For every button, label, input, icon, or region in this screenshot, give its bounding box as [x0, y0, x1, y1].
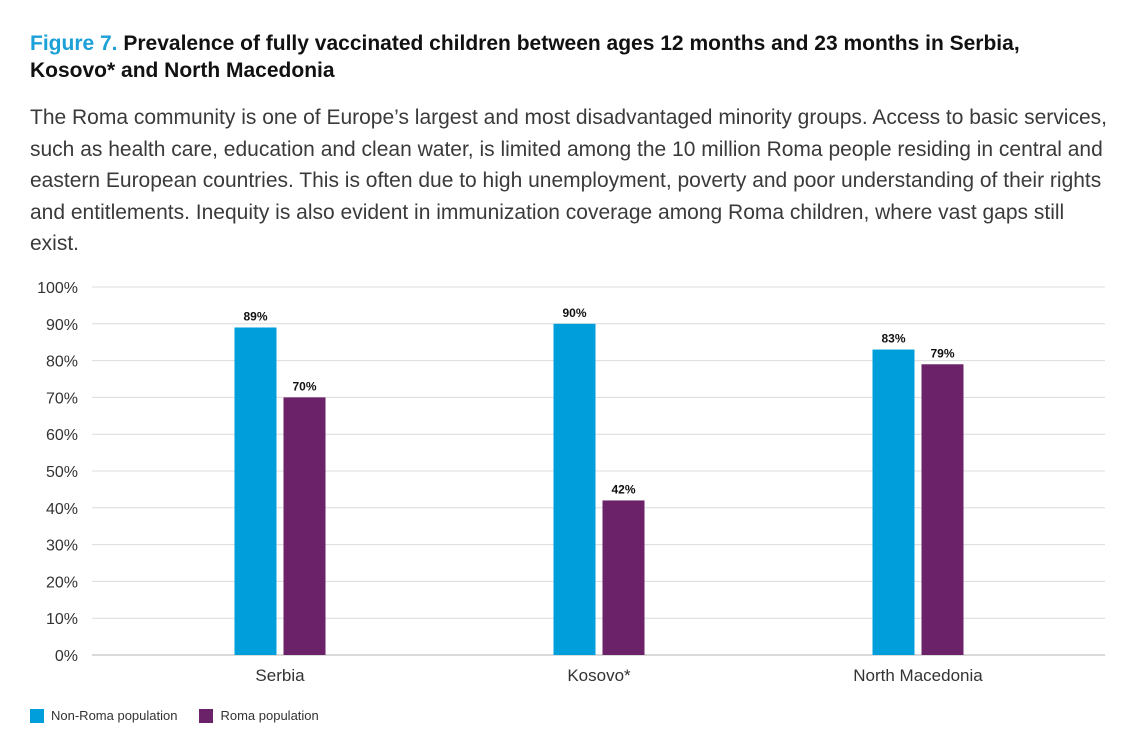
x-tick-label: Serbia — [255, 666, 305, 685]
y-tick-label: 80% — [46, 354, 78, 371]
x-tick-label: Kosovo* — [567, 666, 631, 685]
legend-item-roma: Roma population — [199, 708, 319, 723]
y-tick-label: 20% — [46, 574, 78, 591]
data-label: 79% — [930, 346, 954, 360]
figure-label: Figure 7. — [30, 32, 118, 55]
y-tick-label: 30% — [46, 538, 78, 555]
y-tick-label: 10% — [46, 611, 78, 628]
bar — [553, 323, 596, 655]
y-tick-label: 70% — [46, 390, 78, 407]
legend-swatch-non-roma — [30, 708, 44, 723]
data-label: 83% — [881, 332, 905, 346]
data-label: 42% — [611, 482, 635, 496]
bar — [921, 364, 964, 655]
data-label: 89% — [243, 309, 267, 323]
legend-item-non-roma: Non-Roma population — [30, 708, 177, 723]
bar — [234, 327, 277, 655]
y-tick-label: 50% — [46, 464, 78, 481]
data-label: 90% — [562, 306, 586, 320]
bar — [872, 349, 915, 655]
figure-title: Figure 7. Prevalence of fully vaccinated… — [30, 30, 1110, 84]
legend-label-roma: Roma population — [220, 708, 319, 723]
legend-label-non-roma: Non-Roma population — [51, 708, 178, 723]
figure-title-text: Prevalence of fully vaccinated children … — [30, 32, 1020, 82]
y-tick-label: 100% — [37, 280, 78, 297]
chart-legend: Non-Roma population Roma population — [30, 708, 341, 723]
bar — [283, 397, 326, 655]
y-tick-label: 60% — [46, 427, 78, 444]
legend-swatch-roma — [199, 708, 214, 723]
data-label: 70% — [292, 379, 316, 393]
y-tick-label: 0% — [55, 648, 78, 665]
y-tick-label: 40% — [46, 501, 78, 518]
x-tick-label: North Macedonia — [853, 666, 983, 685]
bar — [602, 500, 645, 655]
y-tick-label: 90% — [46, 317, 78, 334]
intro-paragraph: The Roma community is one of Europe’s la… — [30, 106, 1107, 255]
